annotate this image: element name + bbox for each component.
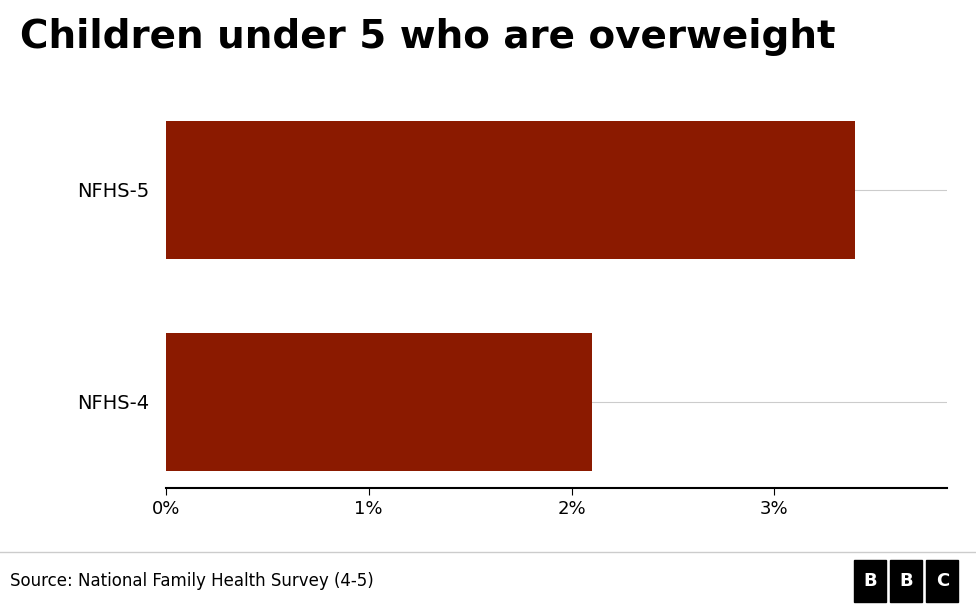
Text: Source: National Family Health Survey (4-5): Source: National Family Health Survey (4… <box>10 572 374 590</box>
Bar <box>166 121 855 259</box>
Text: B: B <box>900 572 913 590</box>
FancyBboxPatch shape <box>854 560 886 602</box>
FancyBboxPatch shape <box>926 560 958 602</box>
Text: C: C <box>936 572 949 590</box>
Text: Children under 5 who are overweight: Children under 5 who are overweight <box>20 18 835 56</box>
Bar <box>166 333 591 470</box>
Text: B: B <box>864 572 876 590</box>
FancyBboxPatch shape <box>890 560 922 602</box>
